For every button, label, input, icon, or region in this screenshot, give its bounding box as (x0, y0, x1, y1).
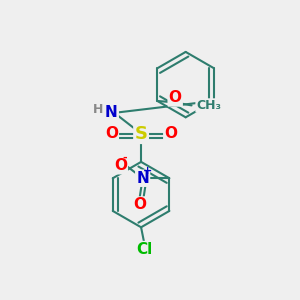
Text: CH₃: CH₃ (196, 99, 221, 112)
Text: H: H (93, 103, 103, 116)
Text: Cl: Cl (136, 242, 152, 257)
Text: N: N (105, 105, 118, 120)
Text: O: O (169, 91, 182, 106)
Text: S: S (135, 125, 148, 143)
Text: +: + (142, 166, 152, 176)
Text: O: O (133, 197, 146, 212)
Text: O: O (164, 126, 177, 141)
Text: -: - (122, 152, 127, 162)
Text: O: O (114, 158, 127, 173)
Text: O: O (105, 126, 118, 141)
Text: N: N (136, 171, 149, 186)
